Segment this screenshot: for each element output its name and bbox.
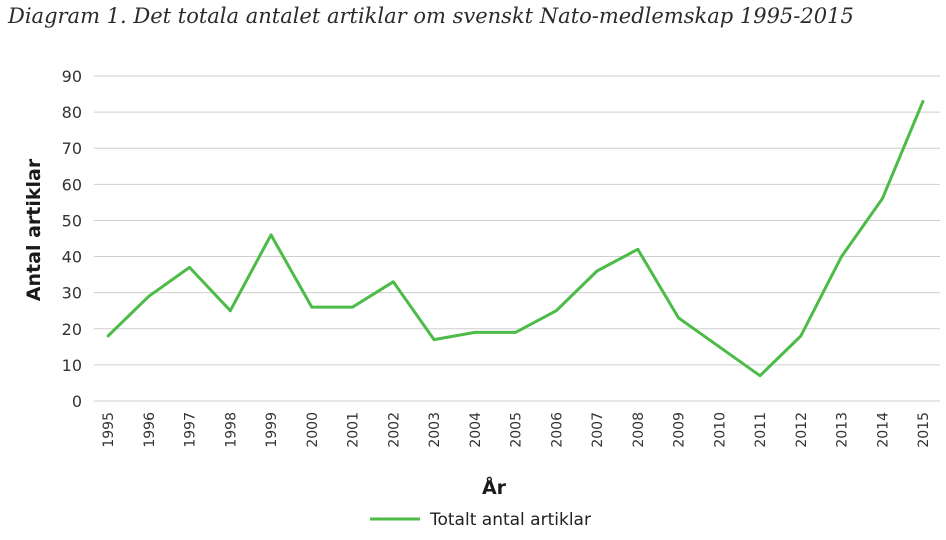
- x-tick-label: 1999: [264, 412, 280, 448]
- x-tick-label: 2015: [916, 412, 932, 448]
- x-tick-label: 1997: [183, 412, 199, 448]
- y-tick-label: 80: [62, 103, 82, 122]
- y-axis-label: Antal artiklar: [23, 158, 45, 301]
- data-point: [106, 334, 110, 338]
- x-tick-label: 2005: [509, 412, 525, 448]
- y-tick-label: 40: [62, 248, 82, 267]
- y-tick-label: 0: [72, 392, 82, 411]
- y-axis-ticks: 0 10 20 30 40 50 60 70 80 90: [62, 67, 82, 411]
- data-point: [677, 316, 680, 320]
- x-tick-label: 2004: [468, 412, 484, 448]
- data-point: [840, 255, 843, 258]
- data-point: [432, 338, 436, 342]
- x-tick-label: 1998: [223, 412, 239, 448]
- x-tick-label: 2007: [590, 412, 606, 448]
- x-tick-label: 2012: [794, 412, 810, 448]
- gridlines: [94, 75, 940, 402]
- data-point: [554, 309, 558, 313]
- x-tick-label: 2003: [427, 412, 443, 448]
- legend-label: Totalt antal artiklar: [429, 510, 591, 530]
- y-tick-label: 90: [62, 67, 82, 86]
- series-line-0: [106, 100, 925, 378]
- x-tick-label: 2001: [346, 412, 362, 448]
- x-tick-label: 1996: [142, 412, 158, 448]
- data-point: [473, 330, 477, 334]
- y-tick-label: 50: [62, 211, 82, 230]
- series-layer: [106, 99, 925, 378]
- y-tick-label: 30: [62, 284, 82, 303]
- data-point: [147, 294, 151, 298]
- x-tick-label: 2002: [386, 412, 402, 448]
- data-point: [351, 305, 354, 309]
- data-point: [228, 309, 232, 313]
- y-tick-label: 70: [62, 139, 82, 158]
- data-point: [921, 99, 925, 103]
- x-tick-label: 2008: [631, 412, 647, 448]
- data-point: [391, 280, 395, 284]
- data-point: [880, 197, 884, 201]
- y-tick-label: 20: [62, 320, 82, 339]
- data-point: [188, 265, 191, 269]
- data-point: [758, 374, 762, 378]
- x-tick-label: 2011: [753, 412, 769, 448]
- x-tick-label: 2013: [835, 412, 851, 448]
- chart-title: Diagram 1. Det totala antalet artiklar o…: [8, 4, 854, 28]
- x-tick-label: 2010: [712, 412, 728, 448]
- data-point: [310, 305, 314, 309]
- data-point: [717, 345, 721, 349]
- data-point: [514, 330, 517, 334]
- data-point: [595, 269, 599, 273]
- x-tick-label: 2006: [549, 412, 565, 448]
- data-point: [269, 233, 273, 237]
- data-point: [636, 247, 640, 251]
- x-tick-label: 2014: [875, 412, 891, 448]
- x-axis-ticks: 1995 1996 1997 1998 1999 2000 2001 2002 2003 2004…: [101, 412, 932, 448]
- legend: Totalt antal artiklar: [370, 510, 591, 530]
- y-tick-label: 60: [62, 175, 82, 194]
- x-tick-label: 2009: [672, 412, 688, 448]
- x-tick-label: 1995: [101, 412, 117, 448]
- data-point: [799, 334, 803, 338]
- x-tick-label: 2000: [305, 412, 321, 448]
- x-axis-label: År: [482, 475, 507, 499]
- y-tick-label: 10: [62, 356, 82, 375]
